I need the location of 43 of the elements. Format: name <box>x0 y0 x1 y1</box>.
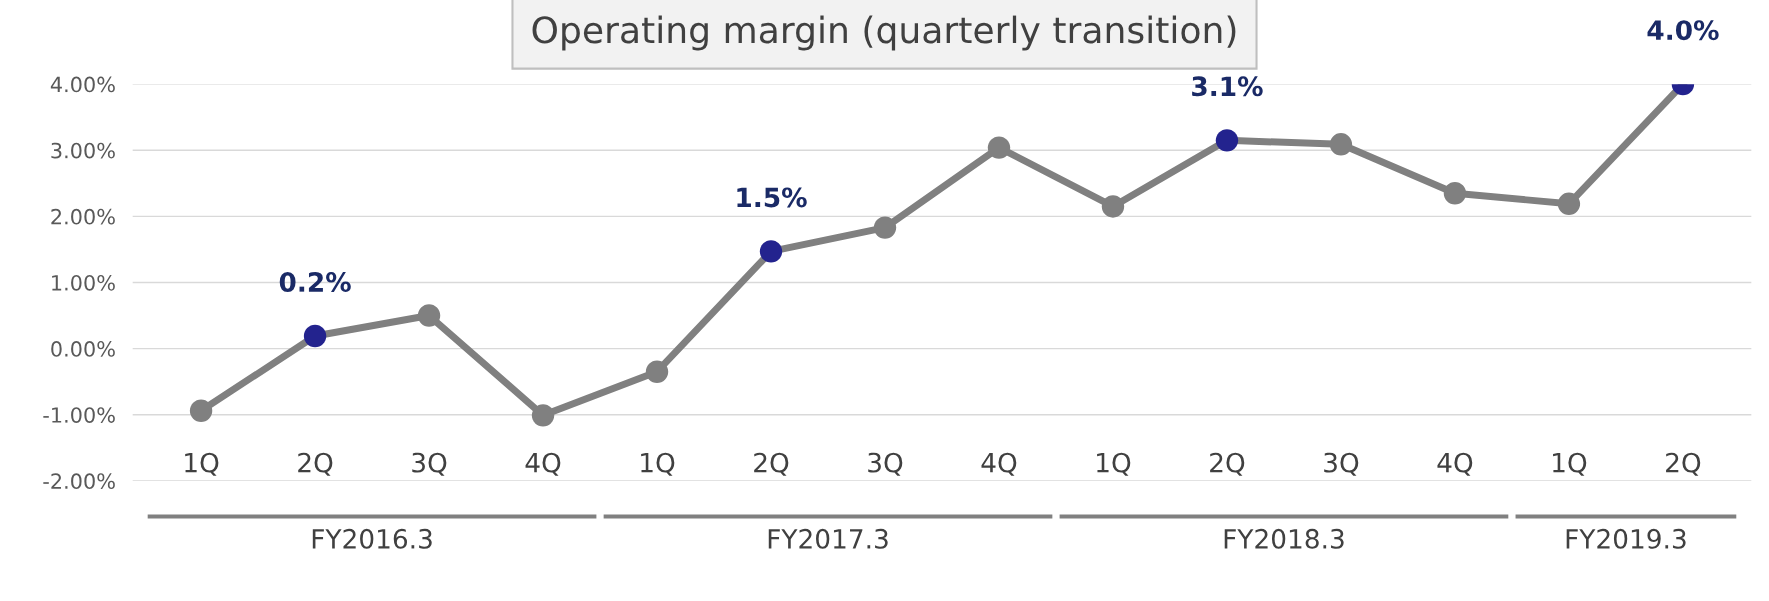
x-tick-label: 4Q <box>1437 452 1473 476</box>
chart-title: Operating margin (quarterly transition) <box>532 15 1236 51</box>
point <box>1215 129 1239 152</box>
y-tick-label: 3.00% <box>51 142 115 159</box>
data-label: 0.2% <box>279 272 351 293</box>
point <box>531 404 555 427</box>
x-tick-label: 2Q <box>298 452 333 476</box>
point <box>417 304 441 327</box>
y-tick-label: -2.00% <box>43 473 115 490</box>
x-tick-label: 3Q <box>412 452 447 476</box>
y-tick-label: 4.00% <box>50 76 115 93</box>
point <box>1329 133 1353 156</box>
x-tick-label: 3Q <box>868 452 903 476</box>
point <box>873 216 897 239</box>
y-tick-label: -1.00% <box>43 407 115 423</box>
y-tick-label: 0.00% <box>51 341 115 357</box>
text: FY2019.3 <box>1566 528 1686 549</box>
text: FY2018.3 <box>1224 528 1344 549</box>
x-tick-label: 1Q <box>1553 452 1587 476</box>
point <box>1557 192 1581 215</box>
x-tick-label: 2Q <box>754 452 789 476</box>
data-label: 1.5% <box>737 187 807 208</box>
point <box>759 240 783 263</box>
point <box>303 324 327 348</box>
point <box>987 136 1011 159</box>
x-tick-label: 3Q <box>1324 452 1359 476</box>
data-label: 4.0% <box>1647 20 1719 41</box>
y-tick-label: 1.00% <box>52 274 115 291</box>
x-tick-label: 1Q <box>185 452 219 476</box>
text: FY2016.3 <box>312 528 432 549</box>
x-tick-label: 2Q <box>1666 452 1701 476</box>
point <box>1443 182 1467 205</box>
x-tick-label: 1Q <box>641 452 675 476</box>
y-tick-label: 2.00% <box>51 208 115 225</box>
point <box>189 399 213 422</box>
x-tick-label: 4Q <box>981 452 1017 476</box>
data-label: 3.1% <box>1192 76 1263 97</box>
x-tick-label: 1Q <box>1097 452 1131 476</box>
point <box>1101 195 1125 218</box>
point <box>645 360 669 383</box>
x-tick-label: 2Q <box>1210 452 1245 476</box>
x-tick-label: 4Q <box>525 452 561 476</box>
text: FY2017.3 <box>768 528 888 549</box>
